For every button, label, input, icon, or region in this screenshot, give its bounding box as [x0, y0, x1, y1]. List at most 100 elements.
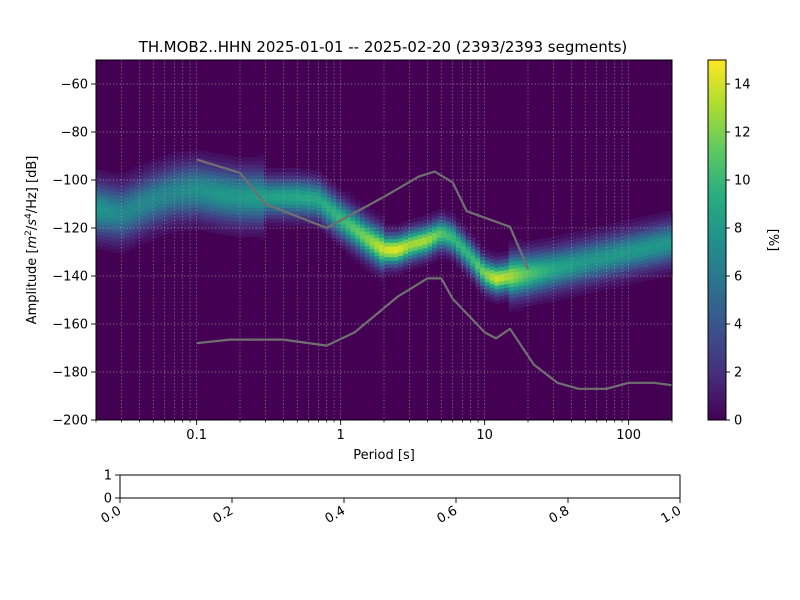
heatmap-cell [177, 173, 183, 178]
heatmap-cell [259, 222, 265, 226]
heatmap-cell [638, 242, 644, 247]
heatmap-cell [120, 205, 126, 210]
heatmap-cell [230, 159, 236, 164]
heatmap-cell [614, 276, 620, 281]
heatmap-cell [211, 174, 217, 179]
heatmap-cell [96, 209, 102, 214]
heatmap-cell [648, 229, 654, 234]
heatmap-cell [100, 192, 107, 197]
heatmap-cell [297, 182, 303, 187]
heatmap-cell [307, 194, 313, 199]
heatmap-cell [312, 198, 318, 203]
heatmap-cell [350, 242, 356, 246]
heatmap-cell [134, 188, 140, 193]
heatmap-cell [436, 212, 443, 217]
heatmap-cell [139, 233, 145, 238]
heatmap-cell [254, 218, 260, 223]
heatmap-cell [537, 289, 543, 294]
heatmap-cell [96, 238, 102, 243]
heatmap-cell [657, 255, 663, 260]
heatmap-cell [595, 251, 601, 256]
heatmap-cell [652, 249, 659, 254]
heatmap-cell [422, 226, 428, 231]
heatmap-cell [240, 200, 246, 205]
heatmap-cell [662, 211, 668, 216]
heatmap-cell [624, 245, 630, 250]
heatmap-cell [648, 250, 654, 255]
heatmap-cell [120, 187, 126, 192]
x-axis-ticks: 0.1 1 10 100 [95, 420, 673, 443]
heatmap-cell [225, 231, 231, 236]
heatmap-cell [302, 190, 308, 195]
heatmap-cell [499, 255, 505, 260]
heatmap-cell [216, 197, 222, 202]
heatmap-cell [542, 299, 548, 304]
heatmap-cell [537, 296, 543, 301]
heatmap-cell [427, 249, 433, 254]
heatmap-cell [504, 273, 510, 278]
heatmap-cell [201, 151, 207, 156]
heatmap-cell [225, 180, 231, 185]
heatmap-cell [134, 235, 140, 240]
heatmap-cell [345, 252, 351, 257]
heatmap-cell [576, 270, 582, 275]
heatmap-cell [628, 251, 635, 256]
heatmap-cell [120, 180, 126, 185]
heatmap-cell [211, 214, 217, 219]
heatmap-cell [211, 160, 217, 165]
heatmap-cell [105, 214, 111, 219]
heatmap-cell [172, 173, 179, 178]
heatmap-cell [134, 185, 140, 190]
heatmap-cell [148, 171, 155, 176]
heatmap-cell [244, 164, 251, 169]
heatmap-cell [268, 214, 275, 219]
heatmap-cell [331, 226, 337, 231]
heatmap-cell [96, 227, 102, 232]
heatmap-cell [148, 167, 155, 172]
heatmap-cell [460, 230, 467, 235]
grid-lines [95, 60, 673, 421]
heatmap-cell [657, 252, 663, 257]
heatmap-cell [619, 264, 625, 269]
heatmap-cell [105, 171, 111, 176]
heatmap-cell [364, 234, 371, 239]
heatmap-cell [129, 180, 135, 184]
heatmap-cell [547, 276, 553, 281]
heatmap-cell [494, 289, 500, 294]
heatmap-cell [283, 175, 289, 180]
heatmap-cell [388, 260, 395, 265]
heatmap-cell [643, 223, 649, 228]
heatmap-cell [528, 273, 534, 278]
heatmap-cell [139, 168, 145, 173]
heatmap-cell [552, 290, 558, 295]
heatmap-cell [432, 239, 438, 244]
heatmap-cell [105, 193, 111, 198]
heatmap-cell [624, 248, 630, 253]
heatmap-cell [259, 193, 265, 198]
heatmap-cell [153, 176, 159, 181]
heatmap-cell [196, 200, 203, 205]
heatmap-cell [489, 255, 495, 260]
heatmap-cell [360, 209, 366, 214]
heatmap-cell [432, 214, 438, 219]
heatmap-cell [340, 241, 347, 246]
heatmap-cell [614, 265, 620, 270]
heatmap-cell [326, 229, 332, 234]
heatmap-cell [609, 252, 615, 257]
heatmap-cell [556, 238, 563, 243]
heatmap-cell [609, 277, 615, 282]
heatmap-cell [172, 155, 179, 160]
heatmap-cell [513, 250, 519, 254]
heatmap-cell [182, 165, 188, 170]
heatmap-cell [408, 258, 414, 263]
y-tick-label: −100 [52, 174, 88, 189]
heatmap-cell [206, 163, 212, 168]
heatmap-cell [609, 284, 615, 289]
heatmap-cell [624, 241, 630, 246]
heatmap-cell [100, 217, 107, 222]
heatmap-cell [652, 260, 659, 265]
heatmap-cell [192, 215, 198, 220]
heatmap-cell [316, 189, 323, 194]
heatmap-cell [547, 298, 553, 303]
heatmap-cell [288, 186, 294, 190]
